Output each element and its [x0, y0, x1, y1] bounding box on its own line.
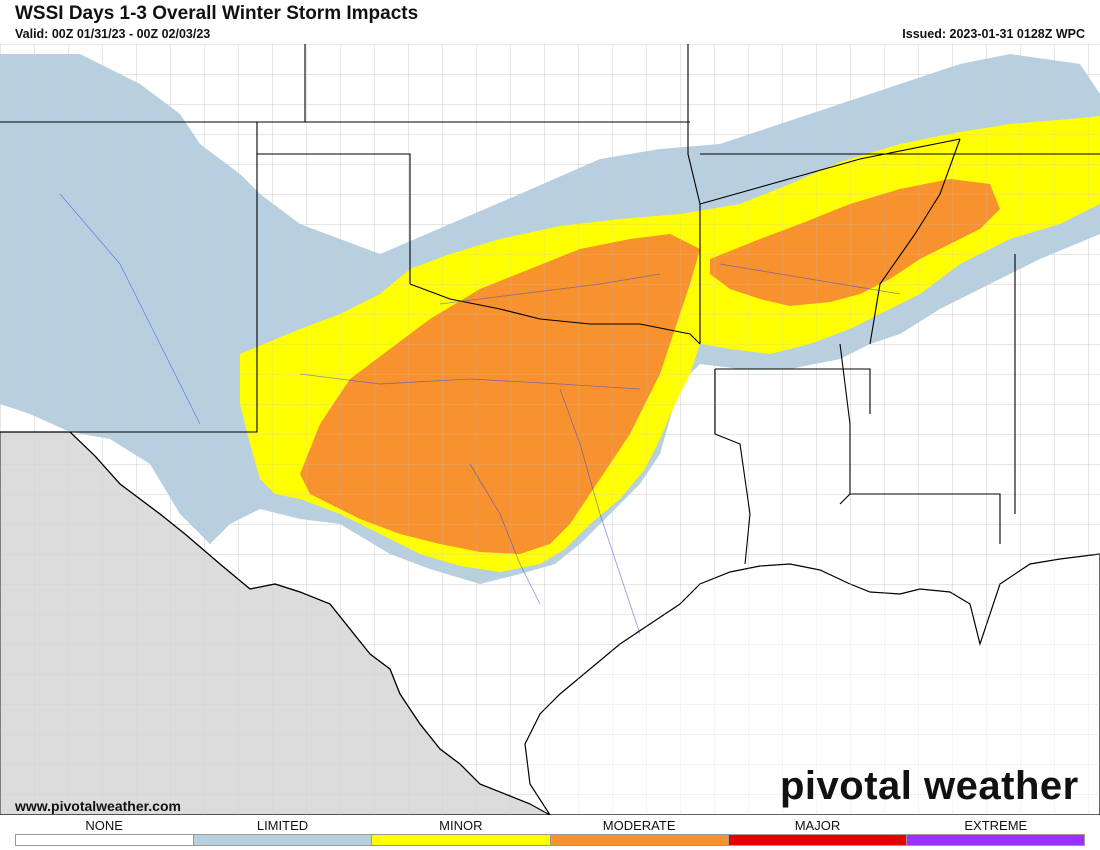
legend-label-none: NONE	[85, 818, 123, 833]
brand-logo: pivotal weather	[780, 764, 1079, 808]
map-title: WSSI Days 1-3 Overall Winter Storm Impac…	[15, 3, 419, 24]
legend: NONE LIMITED MINOR MODERATE MAJOR EXTREM…	[15, 818, 1086, 850]
legend-bar	[15, 834, 1086, 846]
legend-swatch-major	[728, 834, 907, 846]
header: WSSI Days 1-3 Overall Winter Storm Impac…	[0, 0, 1100, 44]
county-overlay	[0, 44, 1100, 815]
legend-swatch-limited	[194, 834, 373, 846]
rivers	[59, 193, 901, 635]
state-borders	[0, 44, 1100, 805]
valid-time: Valid: 00Z 01/31/23 - 00Z 02/03/23	[15, 27, 211, 41]
issued-time: Issued: 2023-01-31 0128Z WPC	[902, 27, 1085, 41]
impact-map[interactable]	[0, 44, 1100, 815]
legend-label-minor: MINOR	[439, 818, 483, 833]
legend-label-extreme: EXTREME	[964, 818, 1028, 833]
legend-label-major: MAJOR	[794, 818, 841, 833]
legend-swatch-none	[15, 834, 195, 846]
legend-swatch-moderate	[550, 834, 729, 846]
legend-swatch-extreme	[906, 834, 1086, 846]
website-label: www.pivotalweather.com	[15, 798, 181, 814]
legend-label-moderate: MODERATE	[602, 818, 676, 833]
legend-label-limited: LIMITED	[256, 818, 309, 833]
map-panel[interactable]	[0, 44, 1100, 815]
legend-labels: NONE LIMITED MINOR MODERATE MAJOR EXTREM…	[15, 818, 1085, 834]
legend-swatch-minor	[372, 834, 551, 846]
